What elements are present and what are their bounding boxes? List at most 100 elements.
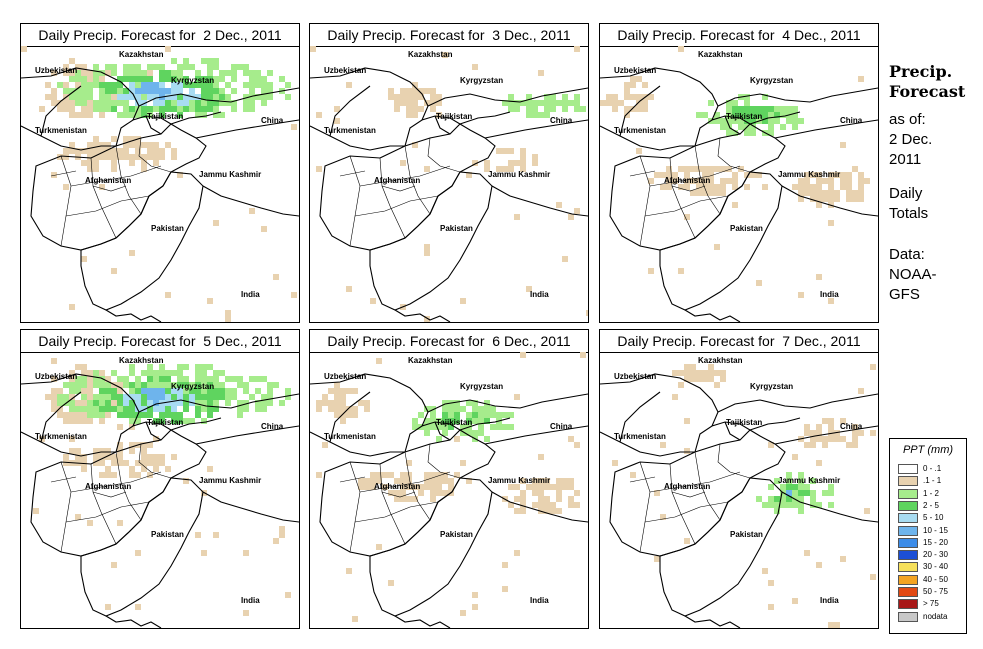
precip-cell: [117, 82, 123, 88]
precip-cell: [165, 70, 171, 76]
precip-cell: [750, 172, 756, 178]
precip-cell: [69, 94, 75, 100]
precip-cell: [195, 370, 201, 376]
precip-cell: [183, 400, 189, 406]
precip-cell: [141, 112, 147, 118]
precip-cell: [556, 496, 562, 502]
province-boundary: [138, 137, 172, 173]
country-label-china: China: [261, 116, 284, 125]
precip-cell: [630, 472, 636, 478]
precip-cell: [51, 88, 57, 94]
precip-cell: [690, 376, 696, 382]
precip-cell: [171, 454, 177, 460]
precip-cell: [225, 376, 231, 382]
precip-cell: [666, 172, 672, 178]
precip-cell: [406, 106, 412, 112]
precip-cell: [612, 94, 618, 100]
sidebar-title: Precip. Forecast: [889, 62, 965, 102]
province-boundary: [90, 157, 117, 239]
precip-cell: [454, 436, 460, 442]
precip-cell: [171, 106, 177, 112]
precip-cell: [171, 154, 177, 160]
precip-cell: [51, 100, 57, 106]
precip-cell: [141, 142, 147, 148]
precip-cell: [69, 394, 75, 400]
precip-cell: [738, 124, 744, 130]
precip-cell: [768, 118, 774, 124]
precip-cell: [508, 412, 514, 418]
province-boundary: [669, 157, 696, 239]
precip-map: Kazakhstan Uzbekistan Kyrgyzstan Tajikistan…: [310, 352, 588, 628]
precip-cell: [816, 430, 822, 436]
precip-cell: [111, 88, 117, 94]
precip-cell: [762, 568, 768, 574]
precip-cell: [732, 202, 738, 208]
precip-cell: [117, 94, 123, 100]
precip-cell: [636, 106, 642, 112]
precip-cell: [129, 382, 135, 388]
precip-cell: [111, 454, 117, 460]
precip-cell: [171, 370, 177, 376]
precip-cell: [123, 70, 129, 76]
country-label-pakistan: Pakistan: [151, 224, 184, 233]
precip-map: Kazakhstan Uzbekistan Kyrgyzstan Tajikistan…: [600, 46, 878, 322]
precip-cell: [364, 484, 370, 490]
precip-cell: [129, 142, 135, 148]
precip-cell: [99, 454, 105, 460]
precip-cell: [105, 82, 111, 88]
precip-cell: [636, 94, 642, 100]
country-label-pakistan: Pakistan: [151, 530, 184, 539]
precip-cell: [171, 394, 177, 400]
precip-cell: [732, 112, 738, 118]
precip-cell: [177, 82, 183, 88]
precip-cell: [756, 280, 762, 286]
precip-cell: [249, 94, 255, 100]
country-label-kazakhstan: Kazakhstan: [698, 356, 743, 365]
precip-cell: [732, 184, 738, 190]
precip-cell: [237, 382, 243, 388]
precip-cell: [430, 496, 436, 502]
precip-cell: [726, 100, 732, 106]
legend-label: > 75: [923, 599, 939, 609]
precip-cell: [231, 376, 237, 382]
data-source: Data: NOAA- GFS: [889, 245, 937, 305]
precip-cell: [207, 94, 213, 100]
precip-cell: [792, 106, 798, 112]
precip-cell: [460, 298, 466, 304]
precip-cell: [255, 400, 261, 406]
precip-cell: [828, 298, 834, 304]
precip-cell: [87, 520, 93, 526]
precip-cell: [840, 142, 846, 148]
precip-cell: [816, 460, 822, 466]
precip-cell: [75, 364, 81, 370]
precip-cell: [852, 166, 858, 172]
precip-cell: [544, 484, 550, 490]
precip-cell: [219, 88, 225, 94]
as-of-day: 2 Dec.: [889, 131, 933, 148]
precip-cell: [93, 148, 99, 154]
country-label-uzbekistan: Uzbekistan: [324, 372, 367, 381]
precip-cell: [430, 424, 436, 430]
precip-cell: [63, 106, 69, 112]
precip-cell: [684, 214, 690, 220]
precip-cell: [231, 388, 237, 394]
precip-cell: [75, 382, 81, 388]
precip-cell: [412, 106, 418, 112]
precip-cell: [201, 76, 207, 82]
precip-cell: [436, 94, 442, 100]
precip-cell: [129, 400, 135, 406]
precip-cell: [508, 148, 514, 154]
precip-cell: [544, 508, 550, 514]
precip-cell: [322, 442, 328, 448]
precip-cell: [738, 106, 744, 112]
precip-cell: [370, 478, 376, 484]
country-label-china: China: [840, 422, 863, 431]
precip-cell: [574, 502, 580, 508]
precip-cell: [213, 88, 219, 94]
precip-cell: [87, 370, 93, 376]
precip-cell: [141, 400, 147, 406]
precip-cell: [858, 388, 864, 394]
precip-cell: [171, 148, 177, 154]
precip-cell: [370, 472, 376, 478]
panel-title: Daily Precip. Forecast for 4 Dec., 2011: [600, 24, 878, 47]
